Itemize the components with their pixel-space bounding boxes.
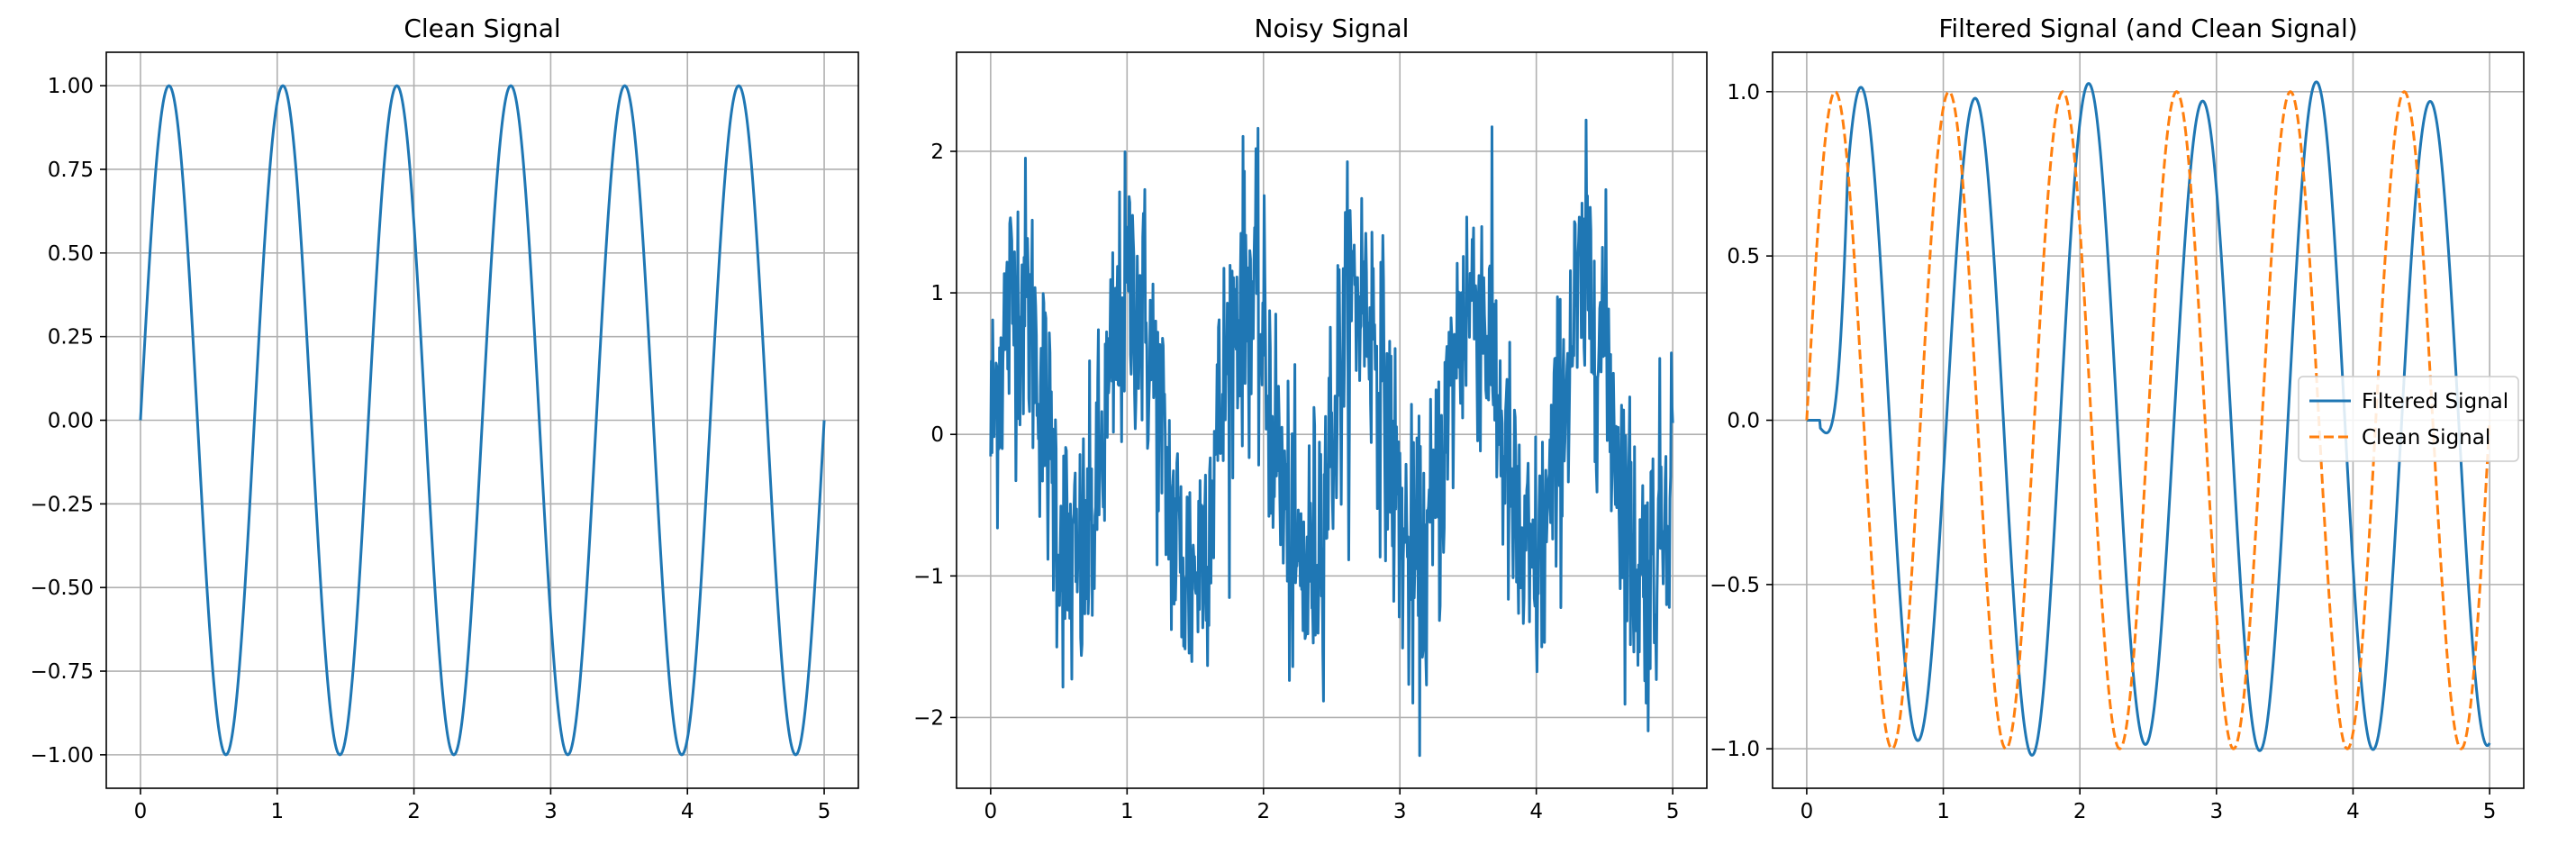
x-tick-label: 3 (544, 800, 558, 823)
chart-title: Clean Signal (404, 14, 560, 43)
chart-panel-3: Filtered Signal (and Clean Signal) 0 1 2 3 4 5… (1710, 14, 2525, 823)
x-tick-label: 5 (2483, 800, 2497, 823)
x-tick-label: 2 (2073, 800, 2087, 823)
series-line-filtered-signal (1806, 80, 2491, 757)
legend-label: Clean Signal (2362, 426, 2490, 450)
y-tick-label: 1.0 (1727, 81, 1760, 104)
y-tick-label: 0.00 (48, 410, 94, 433)
y-tick-label: −1.00 (31, 744, 94, 768)
x-tick-label: 4 (1529, 800, 1543, 823)
chart-panel-1: Clean Signal 0 1 2 3 4 5 −1.00 −0.75 −0.50 −0.25 0.… (31, 14, 859, 823)
y-tick-label: 0.5 (1727, 245, 1760, 268)
y-tick-label: 0.0 (1727, 410, 1760, 433)
chart-title: Noisy Signal (1255, 14, 1410, 43)
legend-label: Filtered Signal (2362, 390, 2508, 413)
y-tick-label: −1 (913, 565, 944, 588)
y-tick-label: −0.5 (1710, 574, 1760, 597)
x-tick-label: 0 (134, 800, 148, 823)
y-tick-label: 1.00 (48, 75, 94, 98)
y-tick-label: 1 (930, 282, 944, 305)
x-tick-label: 5 (818, 800, 831, 823)
x-tick-label: 0 (1800, 800, 1814, 823)
x-tick-label: 0 (984, 800, 998, 823)
legend: Filtered Signal Clean Signal (2298, 376, 2519, 462)
y-tick-label: −0.50 (31, 577, 94, 600)
chart-title: Filtered Signal (and Clean Signal) (1938, 14, 2357, 43)
x-tick-label: 2 (1256, 800, 1270, 823)
x-tick-label: 1 (270, 800, 284, 823)
axes-frame (956, 51, 1708, 789)
x-tick-label: 2 (407, 800, 421, 823)
y-tick-label: −0.75 (31, 660, 94, 684)
x-tick-label: 4 (2346, 800, 2360, 823)
x-tick-label: 1 (1937, 800, 1950, 823)
y-tick-label: −2 (913, 706, 944, 730)
x-tick-label: 5 (1666, 800, 1680, 823)
y-tick-label: 0.25 (48, 326, 94, 350)
y-tick-label: 0.50 (48, 242, 94, 266)
series-line-1 (989, 118, 1674, 758)
x-tick-label: 4 (681, 800, 694, 823)
y-tick-label: −1.0 (1710, 738, 1760, 761)
y-tick-label: 0.75 (48, 159, 94, 182)
y-tick-label: −0.25 (31, 493, 94, 516)
x-tick-label: 3 (1393, 800, 1407, 823)
legend-box (2298, 376, 2519, 462)
x-tick-label: 1 (1120, 800, 1134, 823)
chart-panel-2: Noisy Signal 0 1 2 3 4 5 −2 −1 0 1 2 (913, 14, 1708, 823)
series-line-1 (139, 84, 826, 757)
y-tick-label: 0 (930, 423, 944, 447)
y-tick-label: 2 (930, 141, 944, 164)
x-tick-label: 3 (2209, 800, 2223, 823)
